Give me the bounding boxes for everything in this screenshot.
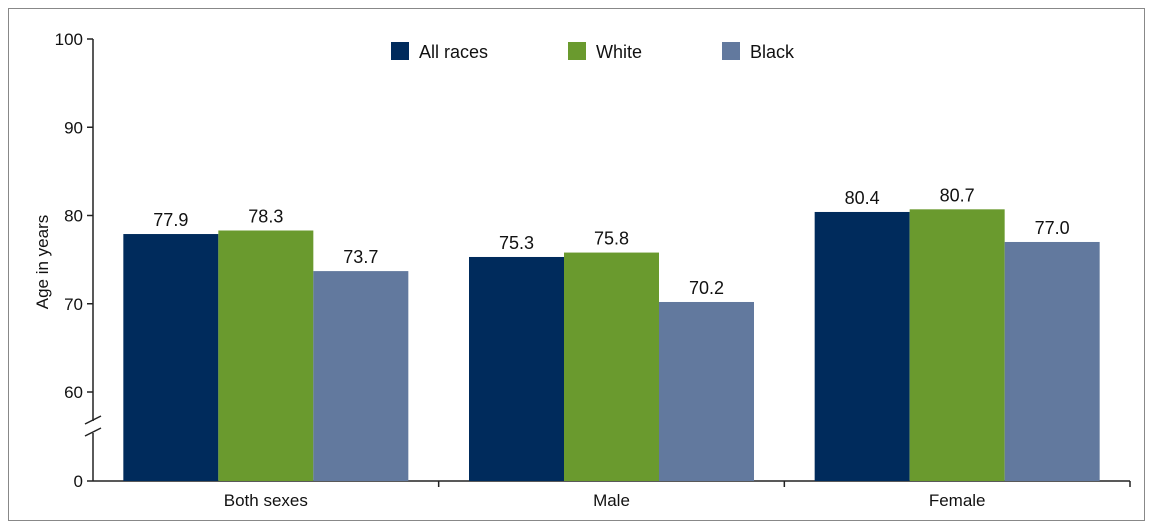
legend-label: All races: [419, 42, 488, 62]
y-tick-label: 80: [64, 207, 83, 226]
y-tick-label: 90: [64, 118, 83, 137]
y-tick-label: 60: [64, 383, 83, 402]
bar-value-label: 77.9: [153, 210, 188, 230]
legend-label: White: [596, 42, 642, 62]
bar-value-label: 75.3: [499, 233, 534, 253]
bar-value-label: 78.3: [248, 207, 283, 227]
bar-value-label: 80.7: [940, 185, 975, 205]
y-tick-label: 0: [74, 472, 83, 491]
legend-swatch: [568, 42, 586, 60]
bar: [564, 252, 659, 481]
x-category-label: Both sexes: [224, 491, 308, 510]
legend-swatch: [391, 42, 409, 60]
bars: [123, 209, 1100, 481]
bar: [909, 209, 1005, 481]
x-category-label: Female: [929, 491, 986, 510]
bar: [814, 211, 910, 481]
legend-label: Black: [750, 42, 795, 62]
bar: [469, 256, 564, 481]
axis-break-mark-2: [84, 427, 102, 437]
legend: All races White Black: [391, 42, 795, 62]
y-axis-title: Age in years: [33, 215, 52, 310]
bar-value-label: 75.8: [594, 229, 629, 249]
axis-break-mark-1: [84, 415, 102, 425]
bar: [659, 301, 754, 481]
bar: [1004, 241, 1100, 481]
value-labels: 77.9 78.3 73.7 75.3 75.8 70.2 80.4 80.7 77.0: [153, 185, 1069, 298]
bar: [218, 230, 314, 481]
y-tick-label: 70: [64, 295, 83, 314]
bar: [313, 271, 409, 481]
bar-value-label: 80.4: [845, 188, 880, 208]
legend-swatch: [722, 42, 740, 60]
bar: [123, 234, 219, 481]
bar-value-label: 77.0: [1035, 218, 1070, 238]
y-tick-label: 100: [55, 30, 83, 49]
bar-value-label: 73.7: [343, 247, 378, 267]
x-category-label: Male: [593, 491, 630, 510]
bar-value-label: 70.2: [689, 278, 724, 298]
